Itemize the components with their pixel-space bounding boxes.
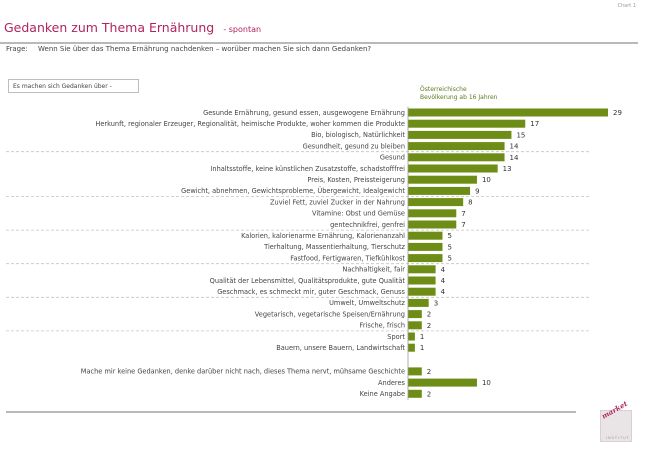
- logo-icon: [600, 410, 632, 442]
- chart-title: Gedanken zum Thema Ernährung: [4, 20, 215, 35]
- value-label: 4: [441, 277, 446, 285]
- category-label: Gesunde Ernährung, gesund essen, ausgewo…: [203, 109, 405, 117]
- bar: [408, 276, 436, 285]
- value-label: 3: [434, 299, 438, 307]
- bar: [408, 209, 457, 218]
- bar: [408, 254, 443, 263]
- bar: [408, 186, 471, 195]
- bar: [408, 332, 415, 341]
- category-label: Geschmack, es schmeckt mir, guter Geschm…: [217, 288, 405, 296]
- question-text: Wenn Sie über das Thema Ernährung nachde…: [38, 45, 372, 53]
- bar: [408, 310, 422, 319]
- bar: [408, 175, 477, 184]
- bar: [408, 298, 429, 307]
- bar: [408, 378, 477, 387]
- bar: [408, 119, 526, 128]
- category-label: Frische, frisch: [360, 322, 405, 330]
- bar: [408, 130, 512, 139]
- category-label: Sport: [387, 333, 405, 341]
- value-label: 13: [503, 165, 512, 173]
- bar: [408, 265, 436, 274]
- question-label: Frage:: [6, 45, 28, 53]
- category-label: Gesundheit, gesund zu bleiben: [303, 142, 405, 150]
- value-label: 4: [441, 266, 446, 274]
- value-label: 4: [441, 288, 446, 296]
- bar: [408, 220, 457, 229]
- category-label: Preis, Kosten, Preissteigerung: [307, 176, 405, 184]
- category-label: Vegetarisch, vegetarische Speisen/Ernähr…: [255, 310, 405, 318]
- category-label: Bio, biologisch, Natürlichkeit: [311, 131, 405, 139]
- logo-subtext: INSTITUT: [606, 436, 630, 440]
- category-label: Inhaltsstoffe, keine künstlichen Zusatzs…: [210, 165, 405, 173]
- title-row: Gedanken zum Thema Ernährung - spontan: [4, 17, 261, 36]
- bottom-divider: [6, 411, 576, 413]
- value-label: 15: [516, 131, 525, 139]
- category-label: Bauern, unsere Bauern, Landwirtschaft: [276, 344, 405, 352]
- value-label: 17: [530, 120, 539, 128]
- value-label: 1: [420, 344, 424, 352]
- bar: [408, 142, 505, 151]
- value-label: 5: [447, 255, 451, 263]
- category-label: Vitamine: Obst und Gemüse: [312, 210, 405, 218]
- value-label: 7: [461, 221, 465, 229]
- value-label: 29: [613, 109, 622, 117]
- value-label: 14: [510, 143, 519, 151]
- value-label: 10: [482, 379, 491, 387]
- value-label: 8: [468, 199, 472, 207]
- value-label: 5: [447, 243, 451, 251]
- chart-subtitle: - spontan: [223, 25, 262, 34]
- bar: [408, 389, 422, 398]
- bar: [408, 153, 505, 162]
- category-label: Gesund: [380, 154, 405, 162]
- category-label: Kalorien, kalorienarme Ernährung, Kalori…: [241, 232, 405, 240]
- bar: [408, 321, 422, 330]
- value-label: 7: [461, 210, 465, 218]
- value-label: 2: [427, 311, 431, 319]
- value-label: 14: [510, 154, 519, 162]
- value-label: 2: [427, 390, 431, 398]
- bar: [408, 343, 415, 352]
- category-label: Qualität der Lebensmittel, Qualitätsprod…: [210, 277, 406, 285]
- population-line-2: Bevölkerung ab 16 Jahren: [420, 93, 498, 101]
- category-label: Herkunft, regionaler Erzeuger, Regionali…: [95, 120, 405, 128]
- bar: [408, 242, 443, 251]
- chart-number: Chart 1: [617, 3, 636, 9]
- bar: [408, 231, 443, 240]
- category-label: gentechnikfrei, genfrei: [330, 221, 405, 229]
- value-label: 5: [447, 232, 451, 240]
- title-divider: [0, 42, 638, 44]
- value-label: 9: [475, 187, 479, 195]
- category-label: Anderes: [378, 379, 406, 387]
- value-label: 1: [420, 333, 424, 341]
- category-label: Mache mir keine Gedanken, denke darüber …: [81, 368, 405, 376]
- bar: [408, 367, 422, 376]
- category-label: Zuviel Fett, zuviel Zucker in der Nahrun…: [270, 198, 405, 206]
- bar: [408, 198, 464, 207]
- value-label: 10: [482, 176, 491, 184]
- category-label: Keine Angabe: [360, 390, 405, 398]
- population-line-1: Österreichische: [420, 86, 467, 93]
- category-label: Gewicht, abnehmen, Gewichtsprobleme, Übe…: [181, 186, 405, 195]
- bar: [408, 164, 498, 173]
- category-label: Fastfood, Fertigwaren, Tiefkühlkost: [290, 254, 405, 262]
- bar: [408, 287, 436, 296]
- population-label: Österreichische Bevölkerung ab 16 Jahren: [420, 86, 497, 101]
- intro-box: Es machen sich Gedanken über -: [8, 79, 139, 93]
- category-label: Umwelt, Umweltschutz: [329, 299, 405, 307]
- value-label: 2: [427, 368, 431, 376]
- category-label: Tierhaltung, Massentierhaltung, Tierschu…: [263, 243, 405, 251]
- bar: [408, 108, 608, 117]
- category-label: Nachhaltigkeit, fair: [342, 266, 405, 274]
- value-label: 2: [427, 322, 431, 330]
